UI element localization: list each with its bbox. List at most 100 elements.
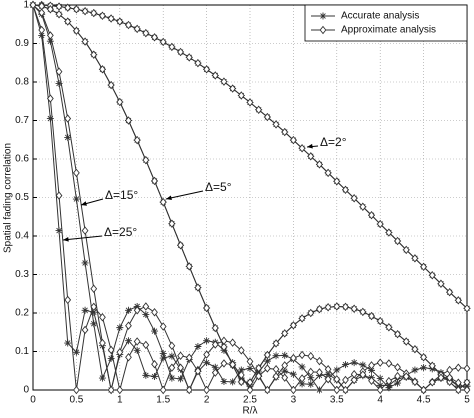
diamond-marker: [463, 385, 471, 395]
diamond-marker: [220, 359, 228, 368]
diamond-marker: [211, 71, 219, 80]
diamond-marker: [133, 337, 141, 346]
diamond-marker: [376, 316, 384, 326]
legend: Accurate analysis Approximate analysis: [304, 4, 468, 42]
x-tick-label: 2: [204, 395, 210, 406]
diamond-marker: [394, 371, 401, 381]
asterisk-marker: [272, 352, 280, 360]
diamond-marker: [203, 65, 210, 74]
diamond-marker: [290, 135, 297, 145]
diamond-marker: [64, 3, 72, 12]
diamond-marker: [359, 202, 367, 211]
diamond-marker: [220, 336, 228, 345]
diamond-marker: [133, 24, 141, 34]
diamond-marker: [290, 353, 297, 363]
diamond-marker: [151, 359, 158, 369]
asterisk-marker: [315, 386, 323, 394]
asterisk-marker: [350, 359, 358, 367]
asterisk-marker: [168, 352, 176, 360]
asterisk-marker: [420, 364, 428, 372]
diamond-marker: [368, 361, 375, 370]
diamond-marker: [46, 31, 54, 40]
y-tick-label: 1: [23, 0, 29, 11]
diamond-marker: [246, 385, 254, 395]
diamond-marker: [211, 368, 219, 377]
diamond-marker: [116, 348, 124, 357]
diamond-marker: [376, 219, 384, 229]
diamond-marker: [90, 50, 98, 59]
diamond-marker: [402, 372, 410, 381]
diamond-marker: [368, 376, 375, 385]
diamond-marker: [185, 353, 193, 362]
legend-label: Accurate analysis: [341, 11, 419, 22]
diamond-marker: [73, 168, 80, 178]
y-tick-label: 0: [23, 385, 29, 396]
arrow-head: [307, 143, 313, 149]
diamond-marker: [185, 385, 193, 395]
diamond-marker: [203, 385, 210, 395]
diamond-marker: [324, 374, 332, 384]
y-tick-label: 0.7: [15, 115, 29, 126]
diamond-marker: [194, 58, 202, 68]
diamond-marker: [229, 338, 237, 347]
asterisk-marker: [211, 363, 219, 371]
diamond-marker: [385, 376, 393, 386]
diamond-marker: [298, 143, 306, 153]
diamond-marker: [237, 370, 245, 380]
diamond-marker: [324, 364, 332, 374]
asterisk-marker: [203, 359, 211, 367]
diamond-marker: [272, 364, 280, 374]
diamond-marker: [316, 368, 323, 377]
diamond-marker: [38, 25, 46, 35]
asterisk-marker: [98, 374, 106, 382]
x-tick-label: 4: [377, 395, 383, 406]
asterisk-marker: [324, 370, 332, 378]
diamond-marker: [437, 373, 445, 382]
diamond-marker: [99, 65, 106, 74]
asterisk-marker: [177, 375, 185, 383]
asterisk-marker: [281, 351, 289, 359]
asterisk-marker: [46, 37, 54, 45]
diamond-marker: [333, 177, 341, 186]
diamond-marker: [116, 385, 124, 395]
diamond-marker: [194, 366, 202, 376]
asterisk-marker: [142, 371, 150, 379]
asterisk-marker: [151, 373, 159, 381]
asterisk-marker: [281, 367, 289, 375]
diamond-marker: [454, 363, 462, 372]
diamond-marker: [342, 185, 349, 195]
asterisk-marker: [168, 374, 176, 382]
diamond-marker: [446, 365, 454, 375]
diamond-marker: [142, 302, 150, 311]
diamond-marker: [185, 53, 193, 62]
diamond-marker: [333, 374, 341, 384]
diamond-marker: [281, 127, 289, 137]
diamond-marker: [107, 80, 115, 90]
diamond-marker: [342, 375, 349, 385]
asterisk-marker: [55, 227, 63, 235]
diamond-marker: [46, 94, 54, 103]
diamond-marker: [420, 353, 427, 362]
diamond-marker: [151, 176, 158, 186]
annotation-arrow: [62, 235, 103, 241]
diamond-marker: [324, 168, 332, 178]
diamond-marker: [307, 152, 315, 161]
diamond-marker: [229, 84, 237, 93]
asterisk-marker: [237, 366, 245, 374]
diamond-marker: [81, 6, 89, 16]
diamond-marker: [107, 385, 115, 395]
diamond-marker: [350, 194, 358, 203]
asterisk-marker: [298, 363, 306, 371]
diamond-marker: [90, 284, 98, 293]
y-tick-label: 0.9: [15, 38, 29, 49]
diamond-marker: [394, 363, 401, 372]
annotation: Δ=25°: [104, 225, 137, 239]
diamond-marker: [64, 17, 72, 26]
asterisk-marker: [394, 379, 402, 387]
diamond-marker: [359, 370, 367, 379]
diamond-marker: [168, 363, 176, 372]
diamond-marker: [272, 339, 280, 348]
diamond-marker: [64, 114, 72, 123]
diamond-marker: [168, 219, 176, 228]
